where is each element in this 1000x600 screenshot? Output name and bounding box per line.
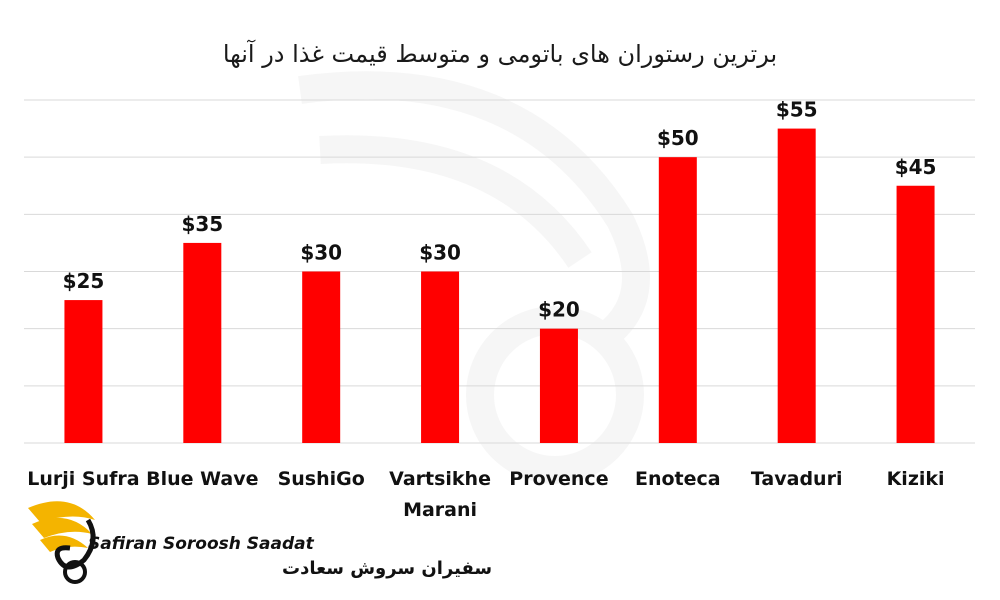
wing-logo-icon — [28, 501, 96, 584]
category-label: Marani — [403, 499, 477, 521]
value-label: $30 — [300, 241, 342, 265]
brand-name-en: Safiran Soroosh Saadat — [88, 534, 315, 554]
bar-6 — [777, 128, 816, 444]
category-label: Enoteca — [635, 468, 721, 490]
value-label: $45 — [895, 155, 937, 179]
brand-logo: Safiran Soroosh Saadat سفیران سروش سعادت — [28, 501, 492, 584]
value-label: $55 — [776, 98, 818, 122]
value-label: $50 — [657, 126, 699, 150]
category-label: Provence — [509, 468, 608, 490]
category-label: Lurji Sufra — [27, 468, 139, 490]
category-label: Vartsikhe — [389, 468, 491, 490]
brand-name-fa: سفیران سروش سعادت — [282, 558, 492, 579]
bar-3 — [421, 271, 460, 443]
category-labels: Lurji Sufra Blue Wave SushiGo Vartsikhe Mara… — [27, 468, 944, 521]
bar-2 — [302, 271, 341, 443]
value-label: $20 — [538, 298, 580, 322]
category-label: SushiGo — [278, 468, 365, 490]
value-label: $25 — [63, 269, 105, 293]
bars — [64, 128, 935, 444]
bar-0 — [64, 300, 103, 443]
bar-5 — [658, 157, 697, 443]
watermark-logo — [298, 71, 650, 484]
bar-7 — [896, 185, 935, 443]
chart-title: برترین رستوران های باتومی و متوسط قیمت غ… — [223, 39, 777, 68]
bar-4 — [539, 328, 578, 443]
value-label: $35 — [181, 212, 223, 236]
value-labels: $25 $35 $30 $30 $20 $50 $55 $45 — [63, 98, 937, 322]
category-label: Blue Wave — [146, 468, 258, 490]
category-label: Tavaduri — [751, 468, 843, 490]
value-label: $30 — [419, 241, 461, 265]
category-label: Kiziki — [887, 468, 945, 490]
bar-1 — [183, 242, 222, 443]
gridlines — [24, 99, 975, 444]
